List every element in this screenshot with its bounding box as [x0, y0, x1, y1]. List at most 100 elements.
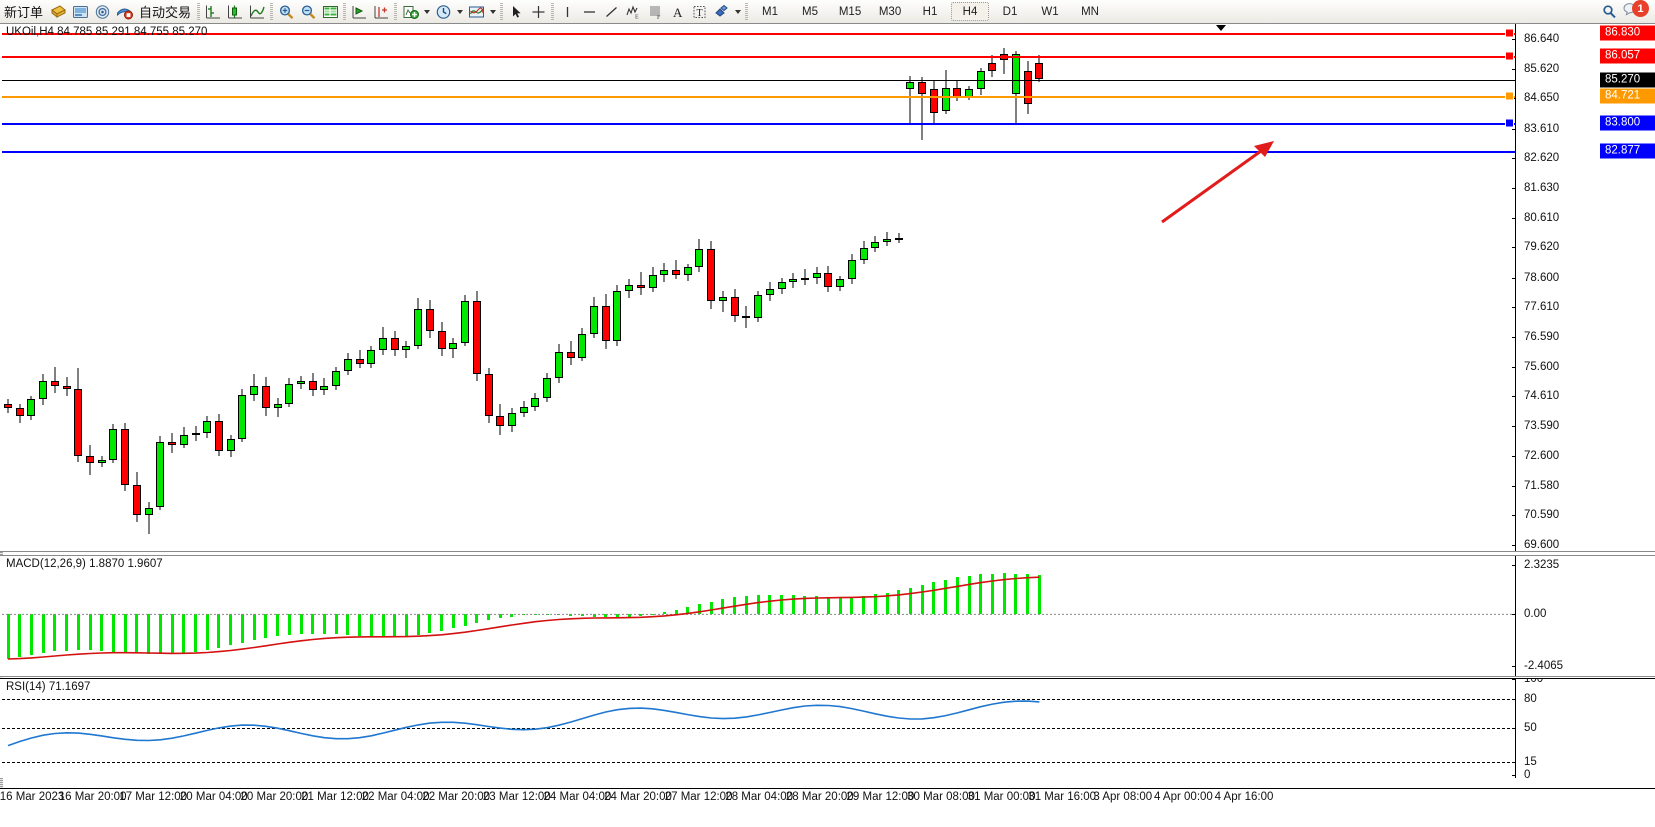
period-chevron-down-icon[interactable] [454, 1, 465, 22]
macd-histogram-bar [721, 599, 725, 615]
timeframe-h4[interactable]: H4 [951, 2, 990, 21]
time-axis[interactable]: 16 Mar 2023 16 Mar 20:00 17 Mar 12:00 20 Ma… [0, 788, 1655, 808]
candlestick [367, 24, 376, 551]
chart-shift-icon[interactable] [348, 1, 370, 22]
market-watch-icon[interactable] [69, 1, 91, 22]
rsi-pane[interactable]: 100 80 50 15 0 RSI(14) 71.1697 [0, 678, 1655, 778]
candle-body [601, 305, 610, 342]
price-level-handle[interactable] [1505, 51, 1514, 61]
macd-histogram-bar [334, 614, 338, 635]
shapes-icon[interactable] [710, 1, 732, 22]
price-level-handle[interactable] [1505, 118, 1514, 128]
bar-chart-icon[interactable] [202, 1, 224, 22]
macd-histogram-bar [967, 575, 971, 615]
rsi-tick: 15 [1512, 756, 1537, 768]
candle-body [800, 277, 809, 280]
macd-plot[interactable] [2, 556, 1515, 676]
price-plot[interactable] [2, 24, 1515, 551]
price-level-handle[interactable] [1505, 91, 1514, 101]
candle-wick [921, 77, 923, 140]
price-pane[interactable]: 86.640 85.620 84.650 83.610 82.620 81.630 80.6… [0, 24, 1655, 552]
candlestick [613, 24, 622, 551]
auto-scroll-icon[interactable] [370, 1, 392, 22]
candle-body [730, 296, 739, 317]
macd-axis[interactable]: 2.3235 0.00 -2.4065 [1511, 556, 1655, 676]
timeframe-w1[interactable]: W1 [1041, 5, 1059, 18]
price-level-line[interactable] [2, 123, 1515, 126]
vline-icon[interactable] [556, 1, 578, 22]
macd-pane[interactable]: 2.3235 0.00 -2.4065 MACD(12,26,9) 1.8870 1… [0, 555, 1655, 677]
candlestick [625, 24, 634, 551]
macd-histogram-bar [299, 614, 303, 634]
price-level-line[interactable] [2, 33, 1515, 36]
crosshair-icon[interactable] [527, 1, 549, 22]
timeframe-m5[interactable]: M5 [802, 5, 819, 18]
candle-body [683, 267, 692, 275]
time-tick: 22 Mar 04:00 [361, 791, 430, 803]
candle-body [566, 351, 575, 358]
candle-body [367, 350, 376, 364]
price-level-line[interactable] [2, 150, 1515, 153]
templates-icon[interactable] [465, 1, 487, 22]
price-level-line[interactable] [2, 79, 1515, 81]
candlestick-chart-icon[interactable] [224, 1, 246, 22]
timeframe-m30[interactable]: M30 [878, 5, 902, 18]
search-icon[interactable] [1599, 1, 1621, 22]
candlestick [800, 24, 809, 551]
zoom-in-icon[interactable] [275, 1, 297, 22]
data-window-icon[interactable] [319, 1, 341, 22]
autotrade-button[interactable]: 自动交易 [135, 1, 195, 22]
candle-wick [148, 501, 150, 535]
period-icon[interactable] [432, 1, 454, 22]
timeframe-mn[interactable]: MN [1081, 5, 1099, 18]
hline-icon[interactable] [578, 1, 600, 22]
timeframe-m15[interactable]: M15 [838, 5, 862, 18]
rsi-plot[interactable] [2, 679, 1515, 778]
candlestick [226, 24, 235, 551]
add-indicator-chevron-down-icon[interactable] [421, 1, 432, 22]
navigator-icon[interactable] [91, 1, 113, 22]
candlestick [601, 24, 610, 551]
rsi-axis[interactable]: 100 80 50 15 0 [1511, 679, 1655, 778]
candle-body [343, 359, 352, 372]
chart-header-label: UKOil,H4 84.785 85.291 84.755 85.270 [6, 26, 208, 38]
price-level-handle[interactable] [1505, 28, 1514, 38]
price-axis[interactable]: 86.640 85.620 84.650 83.610 82.620 81.630 80.6… [1511, 24, 1655, 551]
price-level-line[interactable] [2, 96, 1515, 99]
macd-histogram-bar [6, 614, 10, 659]
timeframe-h1[interactable]: H1 [922, 5, 938, 18]
alerts-icon[interactable]: 1 [1621, 0, 1649, 22]
candlestick [27, 24, 36, 551]
trendline-icon[interactable] [600, 1, 622, 22]
candle-body [250, 385, 259, 395]
timeframe-m1[interactable]: M1 [762, 5, 779, 18]
pane-collapse-caret-icon[interactable] [1216, 25, 1226, 31]
timeframe-d1[interactable]: D1 [1002, 5, 1018, 18]
macd-histogram-bar [979, 574, 983, 615]
new-order-button[interactable]: 新订单 [0, 1, 47, 22]
macd-histogram-bar [487, 614, 491, 621]
text-icon[interactable]: A [666, 1, 688, 22]
chart-area[interactable]: 86.640 85.620 84.650 83.610 82.620 81.630 80.6… [0, 23, 1655, 808]
autotrade-icon[interactable] [113, 1, 135, 22]
zoom-out-icon[interactable] [297, 1, 319, 22]
shapes-chevron-down-icon[interactable] [732, 1, 743, 22]
time-tick: 20 Mar 20:00 [240, 791, 309, 803]
price-level-label: 84.721 [1600, 88, 1655, 104]
add-indicator-icon[interactable] [399, 1, 421, 22]
line-chart-icon[interactable] [246, 1, 268, 22]
candle-body [648, 274, 657, 288]
elliott-wave-icon[interactable]: E [622, 1, 644, 22]
price-level-line[interactable] [2, 56, 1515, 59]
templates-chevron-down-icon[interactable] [487, 1, 498, 22]
time-tick: 16 Mar 2023 [0, 791, 65, 803]
terminal-icon[interactable] [47, 1, 69, 22]
candle-body [519, 406, 528, 413]
candle-body [918, 81, 927, 94]
text-label-icon[interactable]: T [688, 1, 710, 22]
fibonacci-icon[interactable]: F [644, 1, 666, 22]
macd-histogram-bar [346, 614, 350, 635]
macd-histogram-bar [990, 573, 994, 615]
cursor-icon[interactable] [505, 1, 527, 22]
notification-badge[interactable]: 1 [1632, 0, 1649, 17]
